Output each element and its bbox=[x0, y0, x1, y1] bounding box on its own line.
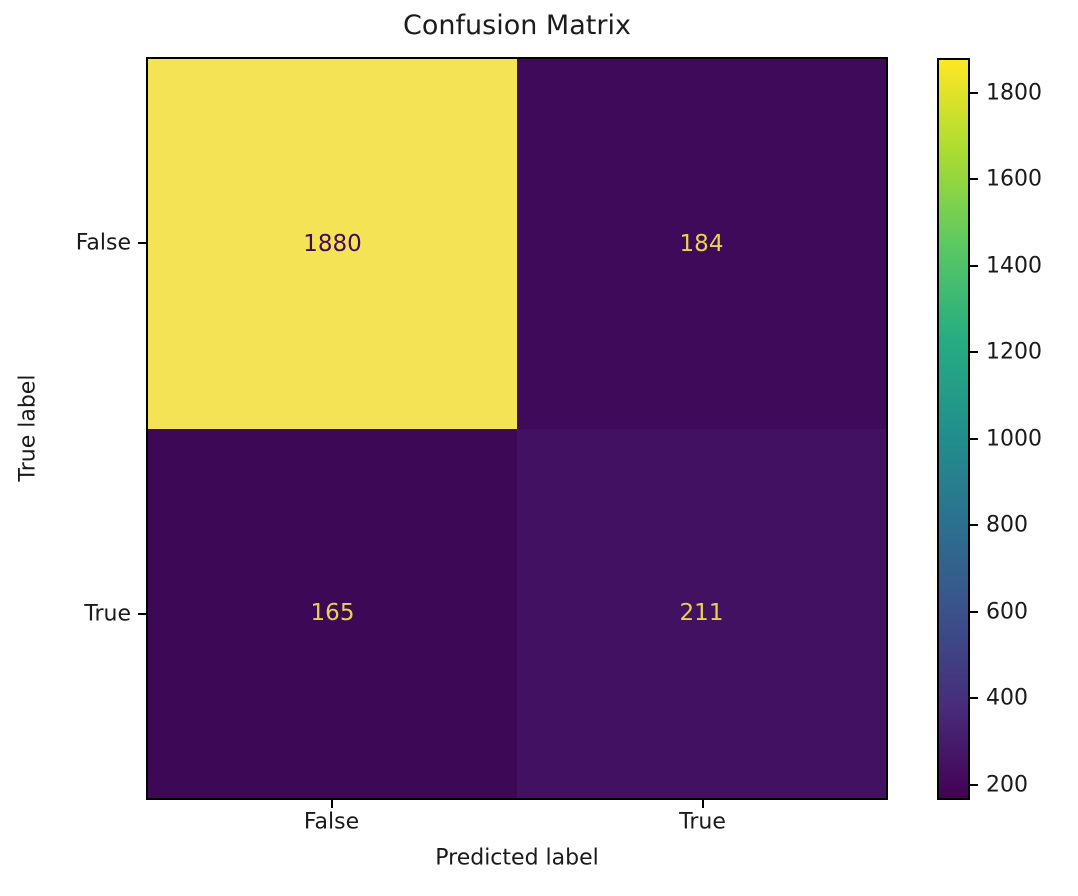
heatmap-cell: 211 bbox=[517, 428, 886, 798]
heatmap-axes: 1880 184 165 211 bbox=[146, 57, 888, 800]
cell-value: 211 bbox=[679, 600, 724, 627]
colorbar-tick-mark bbox=[970, 697, 978, 700]
colorbar-tick-label: 800 bbox=[986, 512, 1028, 538]
cell-value: 1880 bbox=[303, 230, 362, 257]
y-tick-mark bbox=[138, 241, 146, 244]
colorbar-tick-mark bbox=[970, 437, 978, 440]
colorbar-tick-mark bbox=[970, 610, 978, 613]
heatmap-cell: 184 bbox=[517, 59, 886, 429]
x-axis-label: Predicted label bbox=[435, 845, 599, 871]
heatmap-cell: 1880 bbox=[148, 59, 517, 429]
colorbar-tick-label: 1200 bbox=[986, 339, 1042, 365]
cell-value: 165 bbox=[310, 600, 355, 627]
x-tick-label: False bbox=[303, 809, 360, 835]
colorbar bbox=[937, 58, 970, 800]
heatmap-cell: 165 bbox=[148, 428, 517, 798]
colorbar-tick-label: 1000 bbox=[986, 426, 1042, 452]
colorbar-tick-mark bbox=[970, 178, 978, 181]
y-tick-label: True bbox=[84, 601, 131, 627]
x-tick-mark bbox=[330, 800, 333, 808]
y-tick-label: False bbox=[75, 230, 131, 256]
colorbar-tick-label: 1800 bbox=[986, 80, 1042, 106]
cell-value: 184 bbox=[679, 230, 724, 257]
colorbar-tick-label: 600 bbox=[986, 599, 1028, 625]
colorbar-tick-mark bbox=[970, 91, 978, 94]
colorbar-tick-mark bbox=[970, 524, 978, 527]
colorbar-tick-label: 200 bbox=[986, 772, 1028, 798]
colorbar-tick-mark bbox=[970, 351, 978, 354]
y-axis-label: True label bbox=[15, 374, 41, 482]
colorbar-tick-mark bbox=[970, 264, 978, 267]
y-tick-mark bbox=[138, 613, 146, 616]
x-tick-label: True bbox=[679, 809, 726, 835]
colorbar-tick-label: 1400 bbox=[986, 253, 1042, 279]
colorbar-tick-mark bbox=[970, 783, 978, 786]
chart-title: Confusion Matrix bbox=[403, 10, 631, 41]
colorbar-tick-label: 400 bbox=[986, 685, 1028, 711]
x-tick-mark bbox=[701, 800, 704, 808]
colorbar-tick-label: 1600 bbox=[986, 166, 1042, 192]
